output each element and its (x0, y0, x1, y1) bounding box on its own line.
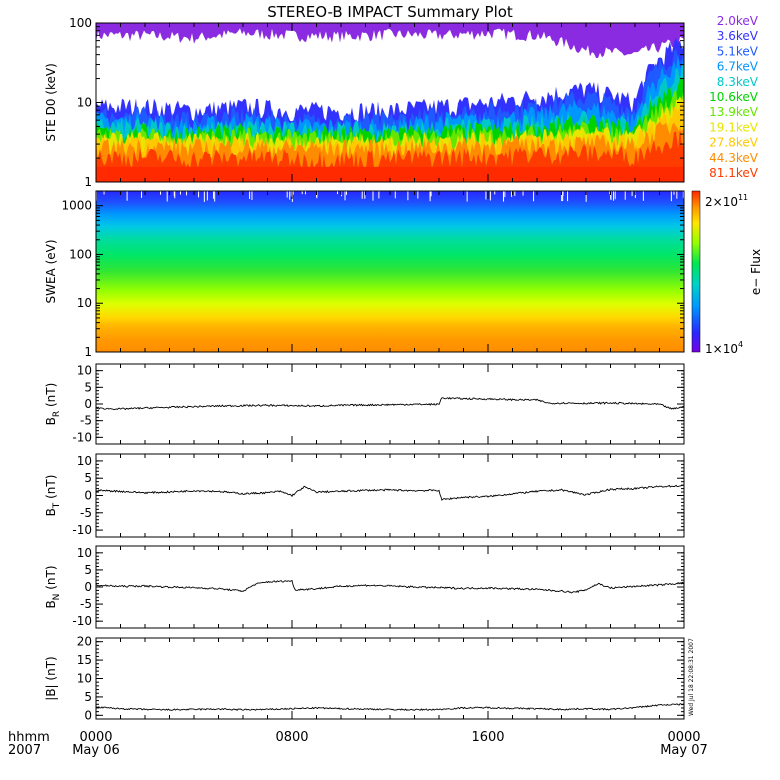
timestamp-stamp: Wed Jul 18 22:08:31 2007 (688, 638, 695, 716)
ytick-label: 100 (69, 16, 92, 30)
ylabel-unit: (nT) (44, 656, 58, 684)
frame-bn (95, 545, 685, 629)
legend-entry: 5.1keV (717, 44, 759, 58)
legend-entry: 81.1keV (709, 166, 759, 180)
ylabel-ste: STE D0 (keV) (44, 63, 58, 142)
trace-bmag (95, 703, 685, 711)
ytick-label: 5 (84, 471, 92, 485)
ytick-label: 0 (84, 580, 92, 594)
ytick-label: 10 (77, 296, 92, 310)
ylabel-main: B (44, 508, 58, 516)
figure-title: STEREO-B IMPACT Summary Plot (267, 3, 513, 21)
ytick-label: 1000 (61, 199, 92, 213)
ylabel-br: BR (nT) (44, 383, 62, 426)
ylabel-main: B (44, 600, 58, 608)
ylabel-bt: BT (nT) (44, 475, 62, 517)
colorbar-min-base: 1×10 (705, 342, 738, 356)
colorbar-max-base: 2×10 (705, 195, 738, 209)
legend-entry: 19.1keV (709, 120, 759, 134)
ytick-label: 5 (84, 690, 92, 704)
ylabel-bmag: |B| (nT) (44, 656, 58, 700)
ytick-label: -5 (80, 597, 92, 611)
ytick-label: 10 (77, 454, 92, 468)
time-tick-label: 0800 (275, 730, 308, 745)
ylabel-swea: SWEA (eV) (44, 239, 58, 303)
panel-swea: 1 10 100 1000 SWEA (eV) (44, 190, 685, 359)
legend-entry: 27.8keV (709, 136, 759, 150)
ytick-label: 5 (84, 380, 92, 394)
ytick-label: -10 (72, 430, 92, 444)
swea-heatmap (96, 191, 684, 352)
colorbar-label: e− Flux (749, 249, 763, 295)
ytick-label: 5 (84, 563, 92, 577)
time-tick-label: 1600 (471, 730, 504, 745)
ytick-label: 0 (84, 397, 92, 411)
ytick-label: -5 (80, 414, 92, 428)
legend-entry: 44.3keV (709, 151, 759, 165)
colorbar-min-label: 1×104 (705, 340, 743, 356)
ylabel-main: B (44, 417, 58, 425)
panel-ste: 1 10 100 STE D0 (keV) (44, 16, 685, 189)
ytick-label: 1 (84, 175, 92, 189)
ste-band-2_0keV (96, 23, 684, 59)
frame-bt (95, 453, 685, 538)
ylabel-unit: (nT) (44, 565, 58, 593)
legend-entry: 3.6keV (717, 29, 759, 43)
frame-br (95, 363, 685, 445)
ytick-label: 100 (69, 247, 92, 261)
ylabel-bn: BN (nT) (44, 565, 62, 608)
colorbar-bar (691, 190, 701, 353)
ylabel-unit: (nT) (44, 475, 58, 503)
ytick-label: 0 (84, 708, 92, 722)
panel-bmag: 0 5 10 15 20 |B| (nT) (44, 635, 685, 722)
ytick-label: 10 (77, 546, 92, 560)
colorbar-max-label: 2×1011 (705, 193, 748, 209)
ytick-label: 20 (77, 635, 92, 649)
panel-br: -10 -5 0 5 10 BR (nT) (44, 363, 685, 445)
legend-entry: 8.3keV (717, 75, 759, 89)
ytick-label: 10 (77, 672, 92, 686)
legend-entry: 6.7keV (717, 60, 759, 74)
ytick-label: 0 (84, 489, 92, 503)
ytick-label: 10 (77, 96, 92, 110)
trace-br (95, 396, 685, 411)
trace-bn (95, 579, 685, 594)
legend-entry: 10.6keV (709, 90, 759, 104)
legend-entry: 13.9keV (709, 105, 759, 119)
ylabel-unit: (nT) (44, 383, 58, 411)
ytick-label: -5 (80, 506, 92, 520)
colorbar-max-exp: 11 (738, 193, 748, 202)
colorbar-min-exp: 4 (738, 340, 743, 349)
flux-colorbar: 2×1011 1×104 e− Flux (691, 190, 763, 356)
time-axis-label-year: 2007 (8, 743, 41, 758)
frame-bmag (95, 637, 685, 720)
ytick-label: -10 (72, 614, 92, 628)
ytick-label: 1 (84, 345, 92, 359)
ylabel-subscript: R (52, 411, 62, 417)
time-tick-label: 0000 (667, 730, 700, 745)
ytick-label: 10 (77, 364, 92, 378)
legend-entry: 2.0keV (717, 14, 759, 28)
time-tick-label: 0000 (79, 730, 112, 745)
time-tick-date: May 06 (72, 743, 120, 758)
panel-bn: -10 -5 0 5 10 BN (nT) (44, 545, 685, 629)
trace-bt (96, 484, 685, 501)
time-axis-label-hhmm: hhmm (8, 730, 50, 745)
ytick-label: 15 (77, 653, 92, 667)
ylabel-subscript: N (52, 594, 62, 601)
panel-bt: -10 -5 0 5 10 BT (nT) (44, 453, 685, 538)
ytick-label: -10 (72, 523, 92, 537)
ylabel-subscript: T (52, 502, 62, 509)
time-tick-date: May 07 (660, 743, 708, 758)
ylabel-main: |B| (44, 684, 58, 700)
